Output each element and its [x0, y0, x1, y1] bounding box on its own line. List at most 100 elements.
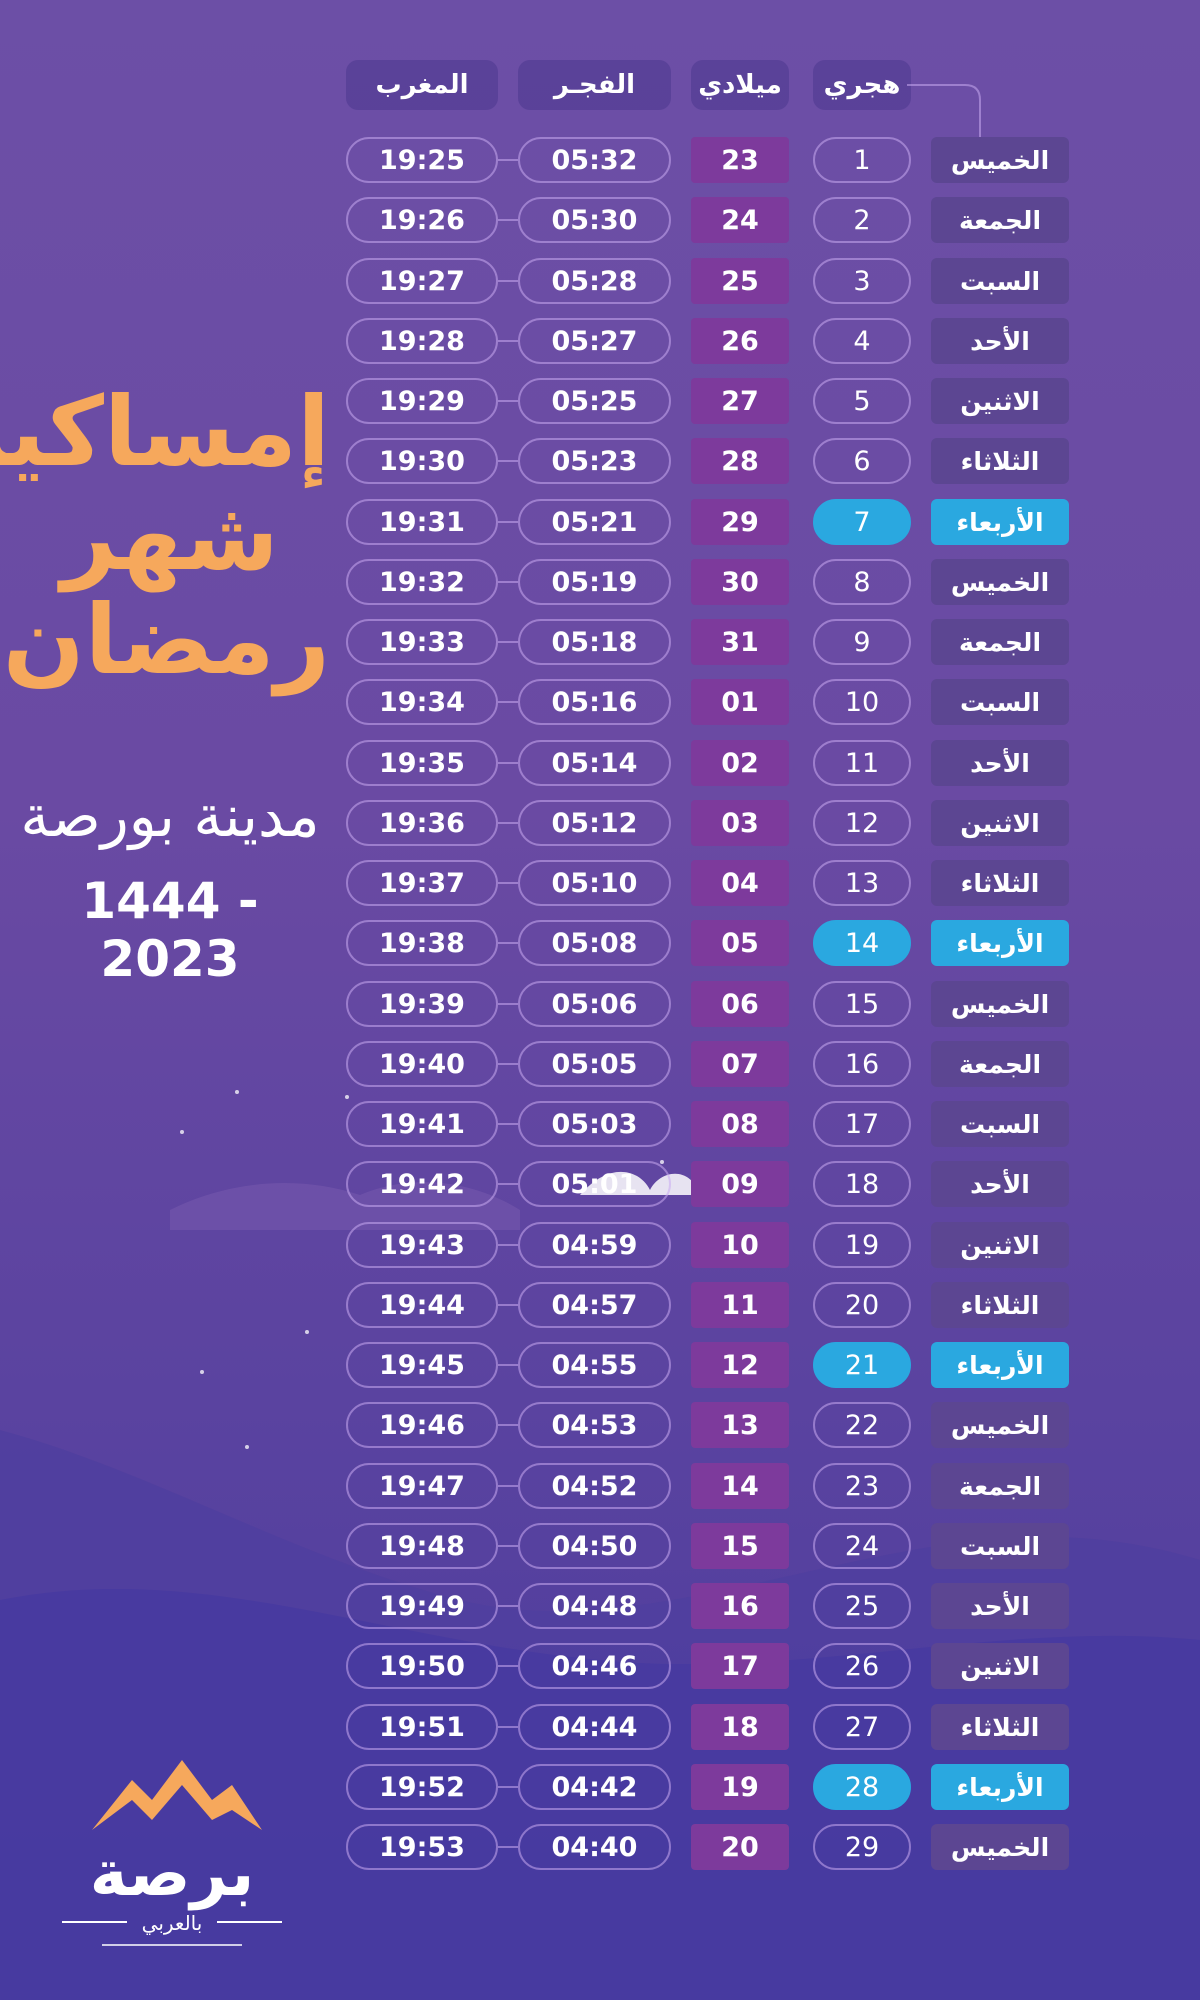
page-title: إمساكية شهر رمضان: [0, 376, 330, 692]
fajr-time: 05:30: [518, 197, 671, 243]
hijri-date: 4: [813, 318, 911, 364]
row-connector: [498, 159, 518, 161]
star-decoration: [345, 1095, 349, 1099]
gregorian-date: 02: [691, 740, 789, 786]
weekday-label: السبت: [931, 679, 1069, 725]
gregorian-date: 23: [691, 137, 789, 183]
gregorian-date: 06: [691, 981, 789, 1027]
fajr-time: 04:46: [518, 1643, 671, 1689]
gregorian-date: 04: [691, 860, 789, 906]
fajr-time: 05:05: [518, 1041, 671, 1087]
header-gregorian: ميلادي: [691, 60, 789, 110]
logo-sub-text: بالعربي: [142, 1911, 203, 1936]
weekday-label: الجمعة: [931, 619, 1069, 665]
row-connector: [498, 1545, 518, 1547]
row-connector: [498, 1063, 518, 1065]
weekday-label: الجمعة: [931, 197, 1069, 243]
row-connector: [498, 701, 518, 703]
row-connector: [498, 1123, 518, 1125]
fajr-time: 04:52: [518, 1463, 671, 1509]
hijri-date: 22: [813, 1402, 911, 1448]
row-connector: [498, 1364, 518, 1366]
fajr-time: 05:08: [518, 920, 671, 966]
city-name: مدينة بورصة: [20, 782, 320, 850]
hijri-date: 8: [813, 559, 911, 605]
weekday-label: السبت: [931, 1101, 1069, 1147]
fajr-time: 05:18: [518, 619, 671, 665]
weekday-label: الأحد: [931, 1161, 1069, 1207]
star-decoration: [235, 1090, 239, 1094]
maghrib-time: 19:35: [346, 740, 498, 786]
hijri-date: 6: [813, 438, 911, 484]
maghrib-time: 19:42: [346, 1161, 498, 1207]
maghrib-time: 19:44: [346, 1282, 498, 1328]
hijri-date: 23: [813, 1463, 911, 1509]
hijri-date: 7: [813, 499, 911, 545]
weekday-label: الجمعة: [931, 1041, 1069, 1087]
weekday-label: الاثنين: [931, 378, 1069, 424]
row-connector: [498, 400, 518, 402]
weekday-label: الأربعاء: [931, 920, 1069, 966]
weekday-label: السبت: [931, 1523, 1069, 1569]
fajr-time: 04:40: [518, 1824, 671, 1870]
weekday-label: الثلاثاء: [931, 1704, 1069, 1750]
star-decoration: [660, 1160, 664, 1164]
fajr-time: 05:12: [518, 800, 671, 846]
maghrib-time: 19:33: [346, 619, 498, 665]
hijri-date: 18: [813, 1161, 911, 1207]
hijri-date: 10: [813, 679, 911, 725]
header-hijri: هجري: [813, 60, 911, 110]
row-connector: [498, 1846, 518, 1848]
fajr-time: 04:53: [518, 1402, 671, 1448]
row-connector: [498, 340, 518, 342]
maghrib-time: 19:46: [346, 1402, 498, 1448]
fajr-time: 05:23: [518, 438, 671, 484]
row-connector: [498, 1605, 518, 1607]
hijri-date: 29: [813, 1824, 911, 1870]
row-connector: [498, 1665, 518, 1667]
gregorian-date: 03: [691, 800, 789, 846]
hijri-date: 1: [813, 137, 911, 183]
maghrib-time: 19:39: [346, 981, 498, 1027]
fajr-time: 05:19: [518, 559, 671, 605]
header-maghrib: المغرب: [346, 60, 498, 110]
weekday-label: الأربعاء: [931, 499, 1069, 545]
row-connector: [498, 1244, 518, 1246]
gregorian-date: 31: [691, 619, 789, 665]
title-line-1: إمساكية: [0, 376, 330, 488]
star-decoration: [200, 1370, 204, 1374]
gregorian-date: 24: [691, 197, 789, 243]
row-connector: [498, 1726, 518, 1728]
hijri-date: 28: [813, 1764, 911, 1810]
gregorian-date: 26: [691, 318, 789, 364]
fajr-time: 05:25: [518, 378, 671, 424]
hijri-date: 20: [813, 1282, 911, 1328]
maghrib-time: 19:34: [346, 679, 498, 725]
maghrib-time: 19:41: [346, 1101, 498, 1147]
gregorian-date: 12: [691, 1342, 789, 1388]
maghrib-time: 19:40: [346, 1041, 498, 1087]
star-decoration: [180, 1130, 184, 1134]
weekday-label: الخميس: [931, 559, 1069, 605]
row-connector: [498, 1485, 518, 1487]
hijri-date: 19: [813, 1222, 911, 1268]
row-connector: [498, 882, 518, 884]
weekday-label: الأحد: [931, 1583, 1069, 1629]
hijri-date: 5: [813, 378, 911, 424]
gregorian-date: 27: [691, 378, 789, 424]
maghrib-time: 19:52: [346, 1764, 498, 1810]
fajr-time: 05:06: [518, 981, 671, 1027]
hijri-date: 21: [813, 1342, 911, 1388]
fajr-time: 05:32: [518, 137, 671, 183]
fajr-time: 05:28: [518, 258, 671, 304]
fajr-time: 04:55: [518, 1342, 671, 1388]
maghrib-time: 19:32: [346, 559, 498, 605]
gregorian-date: 20: [691, 1824, 789, 1870]
gregorian-date: 09: [691, 1161, 789, 1207]
gregorian-date: 11: [691, 1282, 789, 1328]
hijri-date: 11: [813, 740, 911, 786]
hijri-date: 9: [813, 619, 911, 665]
fajr-time: 04:50: [518, 1523, 671, 1569]
weekday-label: الثلاثاء: [931, 860, 1069, 906]
maghrib-time: 19:49: [346, 1583, 498, 1629]
